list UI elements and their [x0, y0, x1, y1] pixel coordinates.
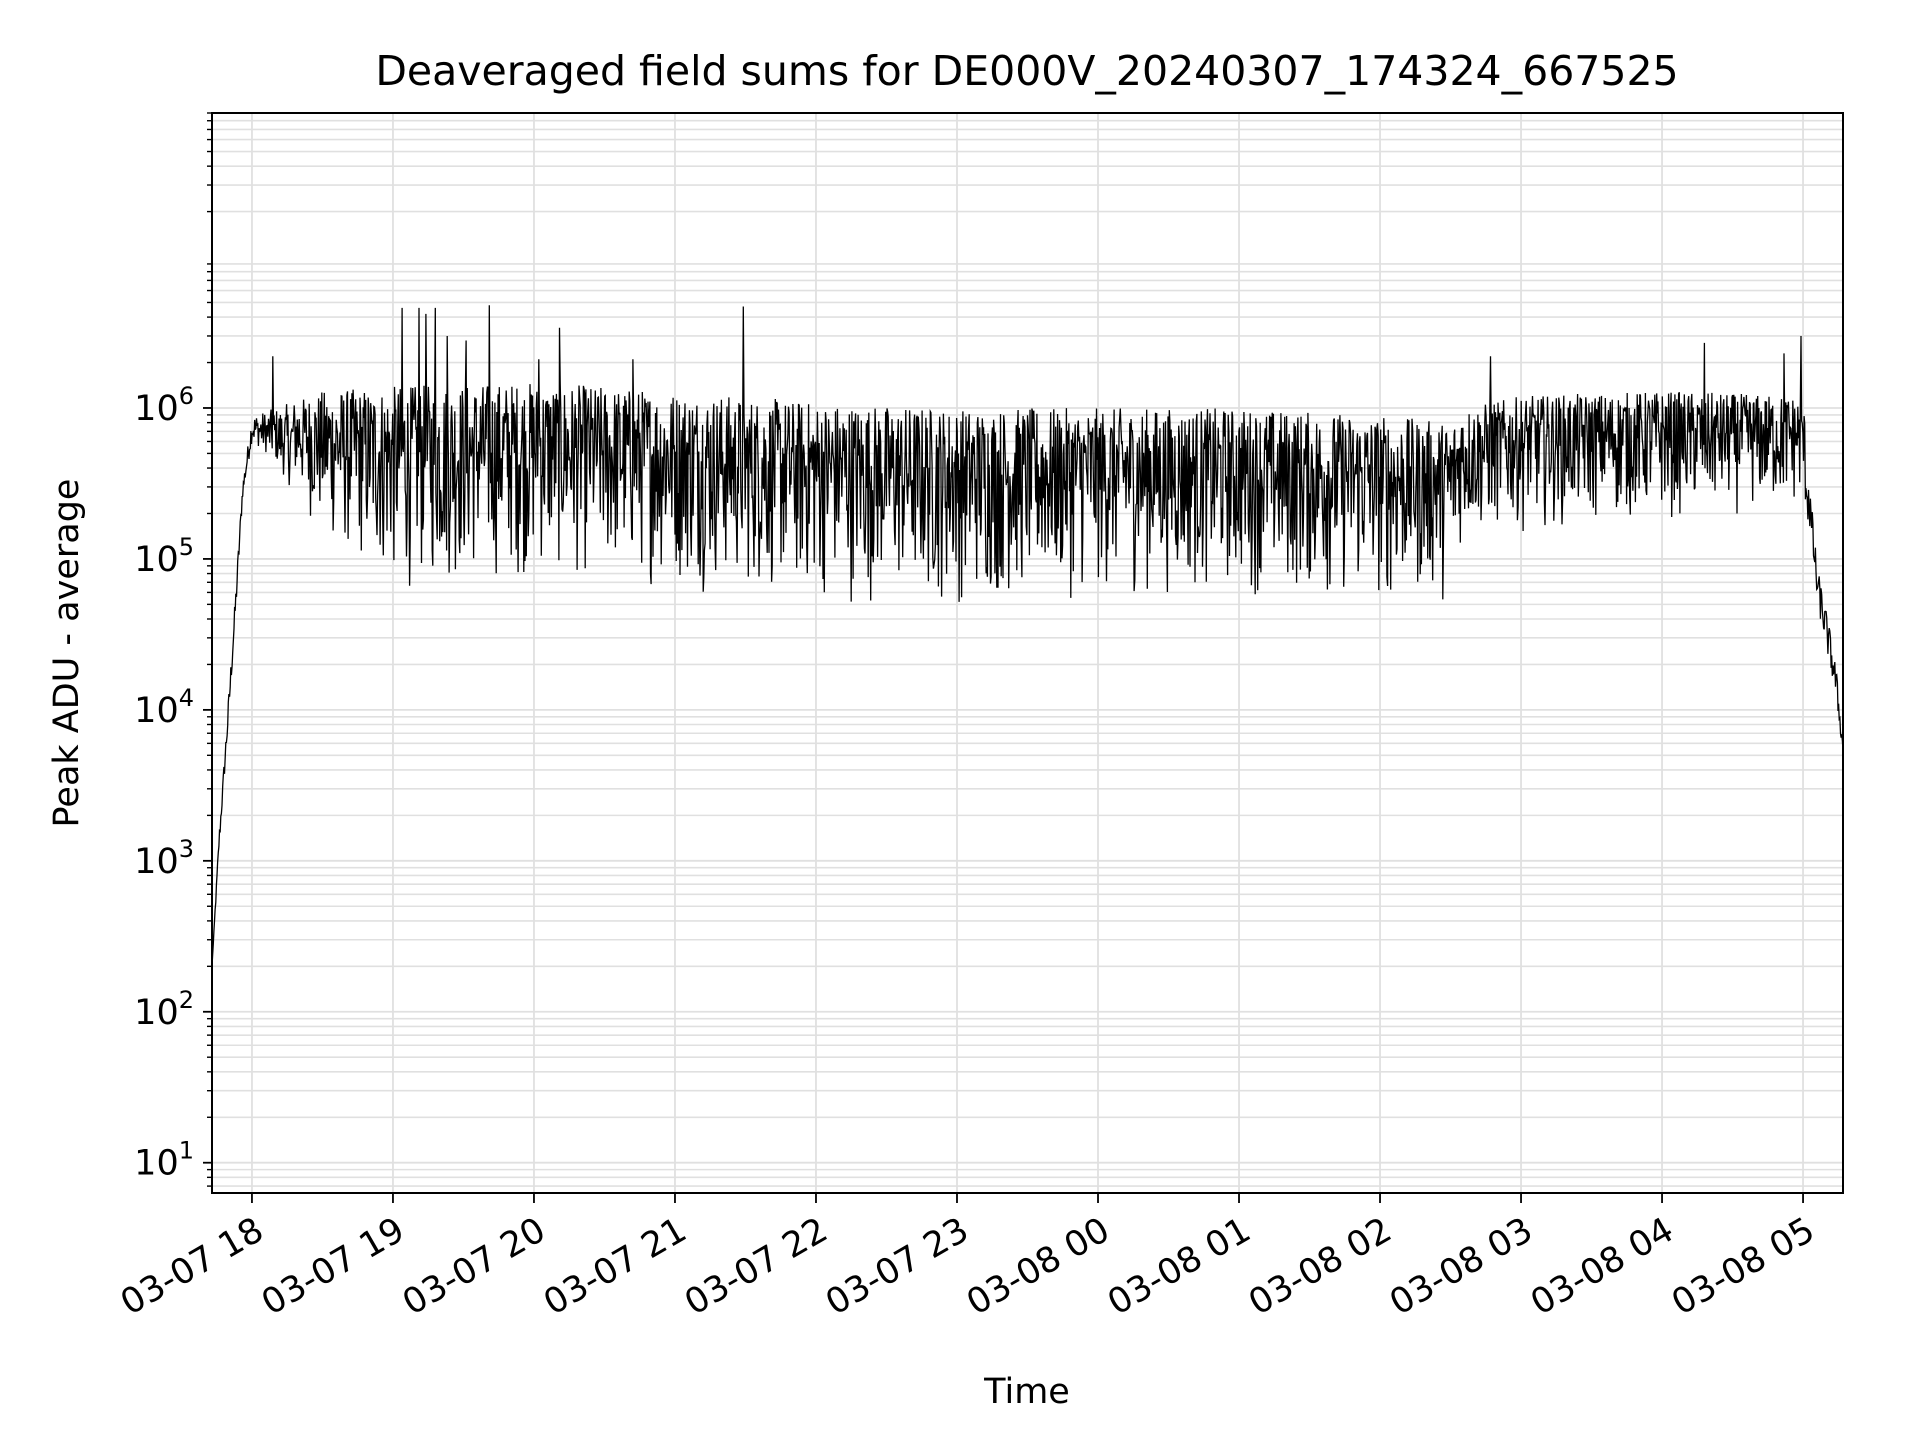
y-tick-label-exponent: 6: [179, 382, 194, 410]
y-tick-label-base: 10: [134, 389, 179, 429]
grid-major: [212, 113, 1843, 1193]
y-tick-label: 101: [134, 1137, 194, 1184]
y-axis-label: Peak ADU - average: [47, 479, 87, 828]
plot-frame: [211, 112, 1844, 1194]
y-tick-label: 102: [134, 986, 194, 1033]
chart-title: Deaveraged field sums for DE000V_2024030…: [375, 47, 1678, 95]
y-tick-label: 104: [134, 684, 194, 731]
y-tick-label-exponent: 1: [179, 1137, 194, 1165]
y-tick-label-base: 10: [134, 993, 179, 1033]
y-tick-label-exponent: 2: [179, 986, 194, 1014]
y-tick-label-exponent: 3: [179, 835, 194, 863]
y-tick-label-exponent: 5: [179, 533, 194, 561]
y-tick-label: 106: [134, 382, 194, 429]
y-tick-label-base: 10: [134, 1144, 179, 1184]
y-tick-label-base: 10: [134, 691, 179, 731]
y-tick-label: 105: [134, 533, 194, 580]
y-tick-label-base: 10: [134, 540, 179, 580]
series-line-peak-adu: [212, 305, 1843, 967]
y-tick-label-base: 10: [134, 842, 179, 882]
y-tick-label: 103: [134, 835, 194, 882]
x-axis-label: Time: [983, 1372, 1070, 1412]
y-tick-label-exponent: 4: [179, 684, 194, 712]
